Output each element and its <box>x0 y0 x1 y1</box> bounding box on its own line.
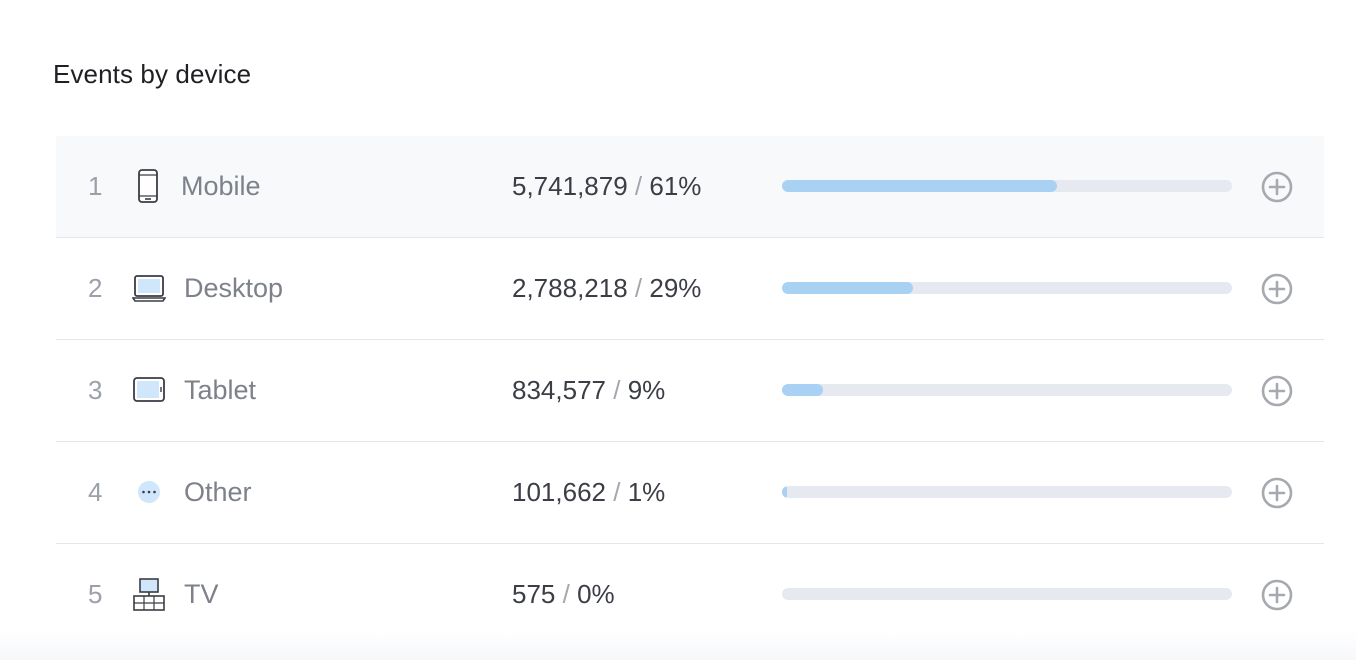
value-separator: / <box>613 477 621 507</box>
device-row-tablet[interactable]: 3 Tablet 834,577 / 9% <box>56 340 1324 442</box>
device-row-mobile[interactable]: 1 Mobile 5,741,879 / 61% <box>56 136 1324 238</box>
event-percent: 0% <box>577 579 615 609</box>
device-value: 575 / 0% <box>512 544 615 645</box>
device-row-desktop[interactable]: 2 Desktop 2,788,218 / 29% <box>56 238 1324 340</box>
add-filter-button[interactable] <box>1261 579 1293 611</box>
add-filter-button[interactable] <box>1261 171 1293 203</box>
mobile-icon <box>132 168 166 204</box>
other-icon <box>132 474 166 510</box>
value-separator: / <box>613 375 621 405</box>
bottom-fade <box>0 630 1356 660</box>
event-count: 834,577 <box>512 375 606 405</box>
row-rank: 1 <box>88 171 103 201</box>
event-percent: 9% <box>627 375 666 405</box>
event-count: 2,788,218 <box>512 273 628 303</box>
tv-icon <box>132 576 166 612</box>
share-bar-fill <box>782 282 913 294</box>
desktop-icon <box>132 270 166 306</box>
event-percent: 1% <box>627 477 666 507</box>
device-value: 101,662 / 1% <box>512 442 665 543</box>
device-name: Mobile <box>181 171 261 201</box>
add-filter-button[interactable] <box>1261 477 1293 509</box>
device-value: 834,577 / 9% <box>512 340 665 441</box>
device-list: 1 Mobile 5,741,879 / 61% <box>56 136 1324 645</box>
plus-circle-icon <box>1261 375 1293 407</box>
panel-title: Events by device <box>53 59 252 89</box>
event-percent: 61% <box>649 171 702 201</box>
device-value: 5,741,879 / 61% <box>512 136 701 237</box>
device-row-tv[interactable]: 5 TV 575 / 0% <box>56 544 1324 645</box>
device-value: 2,788,218 / 29% <box>512 238 701 339</box>
share-bar-track <box>782 180 1232 192</box>
event-count: 575 <box>512 579 556 609</box>
add-filter-button[interactable] <box>1261 375 1293 407</box>
share-bar-fill <box>782 384 823 396</box>
plus-circle-icon <box>1261 477 1293 509</box>
row-rank: 4 <box>88 477 103 507</box>
share-bar-track <box>782 486 1232 498</box>
share-bar-track <box>782 384 1232 396</box>
device-name: TV <box>184 579 219 609</box>
plus-circle-icon <box>1261 171 1293 203</box>
row-rank: 2 <box>88 273 103 303</box>
event-count: 5,741,879 <box>512 171 628 201</box>
device-row-other[interactable]: 4 Other 101,662 / 1% <box>56 442 1324 544</box>
share-bar-track <box>782 588 1232 600</box>
event-count: 101,662 <box>512 477 606 507</box>
value-separator: / <box>634 171 643 201</box>
event-percent: 29% <box>649 273 702 303</box>
value-separator: / <box>634 273 643 303</box>
device-name: Other <box>184 477 252 507</box>
plus-circle-icon <box>1261 273 1293 305</box>
add-filter-button[interactable] <box>1261 273 1293 305</box>
device-name: Desktop <box>184 273 284 303</box>
tablet-icon <box>132 372 166 408</box>
row-rank: 5 <box>88 579 103 609</box>
share-bar-fill <box>782 486 787 498</box>
device-name: Tablet <box>184 375 257 405</box>
share-bar-fill <box>782 180 1057 192</box>
plus-circle-icon <box>1261 579 1293 611</box>
value-separator: / <box>562 579 570 609</box>
share-bar-track <box>782 282 1232 294</box>
row-rank: 3 <box>88 375 103 405</box>
